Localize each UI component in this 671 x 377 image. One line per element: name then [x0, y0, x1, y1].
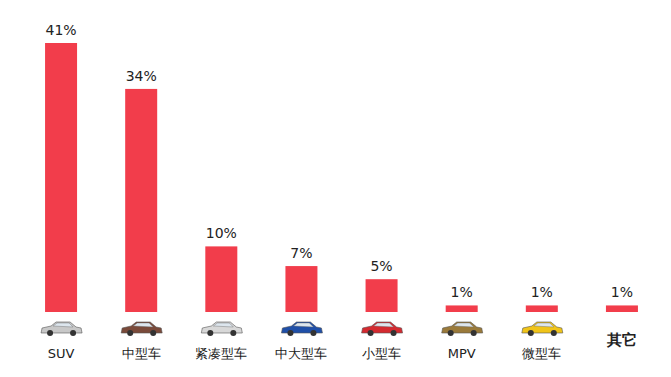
car-icon — [362, 322, 403, 336]
tick-label: MPV — [448, 346, 476, 361]
bar — [285, 266, 317, 312]
data-label: 5% — [370, 258, 392, 274]
data-label: 10% — [206, 225, 237, 241]
car-icon — [121, 322, 162, 336]
car-icon — [522, 322, 563, 336]
tick-label: 微型车 — [522, 346, 561, 361]
chart: 41% 34% 10% 7% 5% 1% 1% 1% SUV 中型车 紧凑型车 中大型车 小型车 MPV 微… — [0, 0, 671, 377]
data-label: 1% — [531, 284, 553, 300]
bar — [526, 305, 558, 312]
bar — [205, 246, 237, 312]
tick-label: 小型车 — [362, 346, 401, 361]
data-label: 1% — [611, 284, 633, 300]
labels: 41% 34% 10% 7% 5% 1% 1% 1% — [46, 22, 634, 300]
car-icon — [281, 322, 322, 336]
car-icon — [41, 322, 82, 336]
car-icon — [442, 322, 483, 336]
tick-label: 中大型车 — [275, 346, 327, 361]
tick-label: 中型车 — [122, 346, 161, 361]
bar — [606, 305, 638, 312]
bar — [45, 43, 77, 312]
bar — [366, 279, 398, 312]
bar — [125, 89, 157, 312]
data-label: 1% — [451, 284, 473, 300]
bars — [45, 43, 638, 312]
data-label: 34% — [126, 68, 157, 84]
tick-label: 紧凑型车 — [195, 346, 247, 361]
data-label: 41% — [46, 22, 77, 38]
data-label: 7% — [290, 245, 312, 261]
tick-label: SUV — [48, 346, 75, 361]
car-icon — [201, 322, 242, 336]
tick-label: 其它 — [606, 331, 637, 349]
bar — [446, 305, 478, 312]
